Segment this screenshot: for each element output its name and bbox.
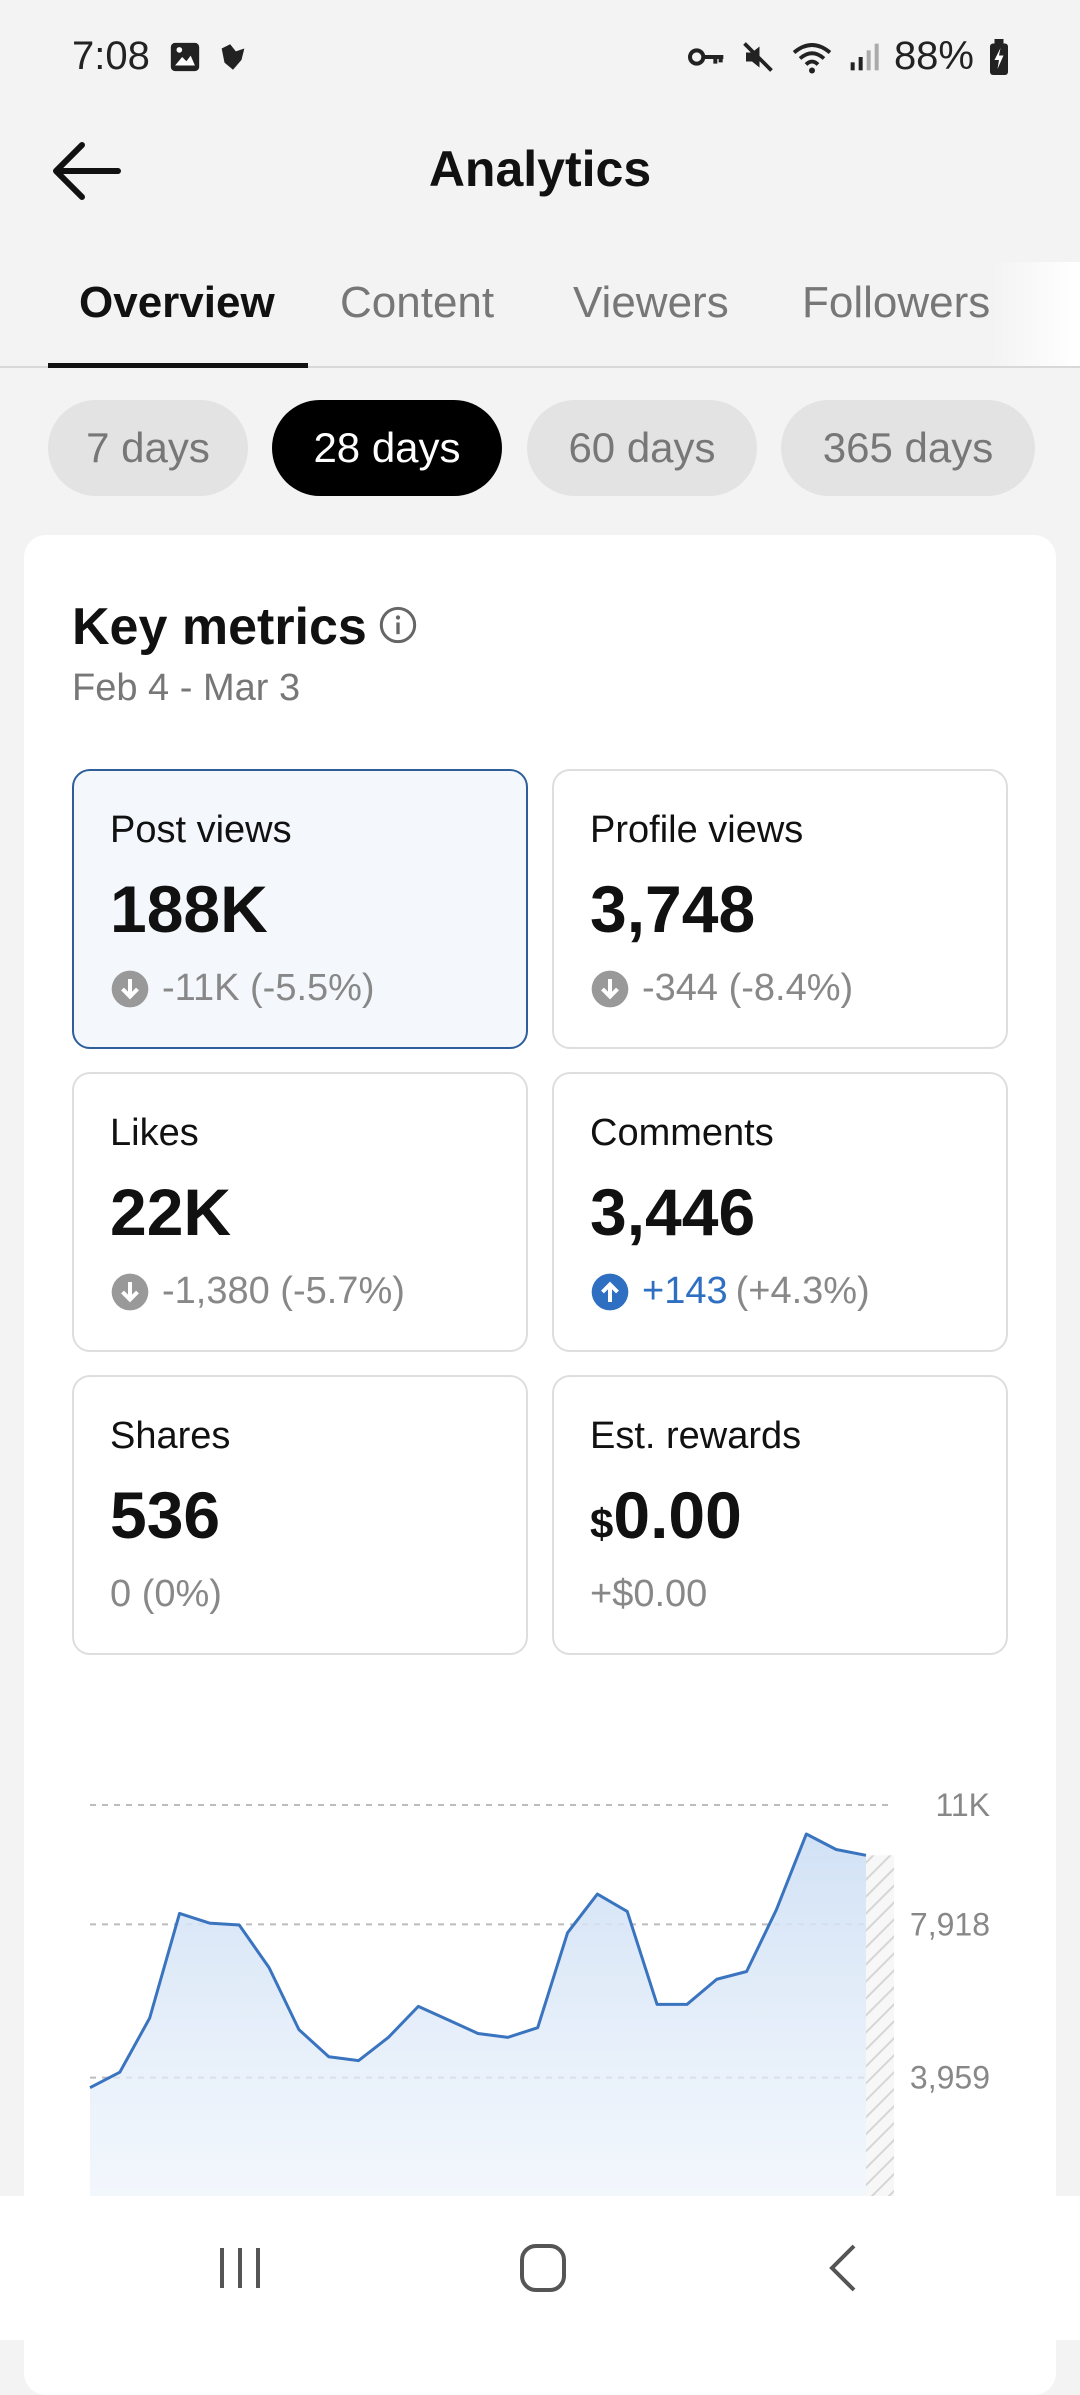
arrow-left-icon — [53, 142, 121, 200]
chart-point — [177, 1910, 183, 1916]
system-nav-bar — [0, 2196, 1080, 2340]
metric-comments[interactable]: Comments 3,446 +143 (+4.3%) — [552, 1072, 1008, 1352]
metric-value: 3,748 — [590, 872, 756, 946]
battery-percent: 88% — [893, 34, 974, 78]
metric-est-rewards[interactable]: Est. rewards $0.00 +$0.00 — [552, 1375, 1008, 1655]
metric-shares[interactable]: Shares 536 0 (0%) — [72, 1375, 528, 1655]
chart-point — [236, 1922, 242, 1928]
y-tick-label: 3,959 — [910, 2060, 990, 2096]
chart-point — [714, 1976, 720, 1982]
page-title: Analytics — [428, 141, 652, 197]
arrow-down-circle-icon — [111, 970, 149, 1007]
vpn-key-icon — [687, 47, 724, 66]
chart-point — [87, 2085, 93, 2091]
metric-label: Likes — [110, 1112, 199, 1154]
tab-overflow-fade — [990, 262, 1080, 366]
metric-label: Profile views — [590, 809, 804, 851]
period-selector: 7 days 28 days 60 days 365 days — [0, 400, 1080, 500]
chart-point — [565, 1930, 571, 1936]
chart-point — [356, 2058, 362, 2064]
metric-value: 536 — [110, 1478, 221, 1552]
app-header: Analytics — [0, 110, 1080, 230]
mute-icon — [743, 41, 773, 72]
metric-value: $0.00 — [590, 1477, 742, 1553]
chart-point — [445, 2017, 451, 2023]
metric-change: 0 (0%) — [110, 1573, 222, 1615]
chart-point — [535, 2025, 541, 2031]
back-nav-icon[interactable] — [806, 2236, 886, 2300]
chart-point — [206, 1920, 212, 1926]
metric-amount: 0.00 — [613, 1478, 742, 1552]
chart-point — [326, 2054, 332, 2060]
wifi-icon — [792, 42, 832, 73]
chart-point — [475, 2030, 481, 2036]
key-metrics-title: Key metrics — [72, 598, 367, 656]
status-time: 7:08 — [72, 34, 150, 78]
chart-point — [594, 1891, 600, 1897]
metric-profile-views[interactable]: Profile views 3,748 -344 (-8.4%) — [552, 769, 1008, 1049]
info-icon[interactable] — [378, 605, 418, 645]
arrow-down-circle-icon — [591, 970, 629, 1007]
metric-change: -1,380 (-5.7%) — [162, 1270, 405, 1312]
metric-value: 3,446 — [590, 1175, 756, 1249]
y-tick-label: 7,918 — [910, 1906, 990, 1942]
metric-change-value: +143 — [642, 1270, 728, 1312]
chart-point — [863, 1852, 869, 1858]
chart-area-fill — [90, 1834, 866, 2231]
metric-likes[interactable]: Likes 22K -1,380 (-5.7%) — [72, 1072, 528, 1352]
status-bar: 7:08 88% — [0, 0, 1080, 110]
tab-bar: Overview Content Viewers Followers — [0, 262, 1080, 368]
metric-label: Shares — [110, 1415, 231, 1457]
chart-point — [654, 2001, 660, 2007]
chart-incomplete-period — [866, 1855, 894, 2231]
metric-value: 22K — [110, 1175, 232, 1249]
y-tick-label: 11K — [935, 1787, 990, 1823]
period-365-days[interactable]: 365 days — [781, 400, 1035, 496]
metric-change-percent: (+4.3%) — [735, 1270, 870, 1312]
period-28-days[interactable]: 28 days — [272, 400, 502, 496]
metric-label: Post views — [110, 809, 292, 851]
signal-icon — [850, 43, 879, 70]
chart-point — [117, 2069, 123, 2075]
chart-point — [744, 1969, 750, 1975]
chart-point — [296, 2027, 302, 2033]
battery-charging-icon — [990, 38, 1008, 75]
chart-point — [803, 1831, 809, 1837]
chart-series-line — [89, 1832, 867, 2090]
period-60-days[interactable]: 60 days — [527, 400, 757, 496]
active-tab-indicator — [48, 363, 308, 368]
tab-overview[interactable]: Overview — [79, 278, 275, 327]
metric-label: Comments — [590, 1112, 774, 1154]
chart-point — [147, 2015, 153, 2021]
chart-point — [385, 2034, 391, 2040]
chart-point — [773, 1907, 779, 1913]
post-views-chart: 11K 7,918 3,959 — [87, 1787, 990, 2232]
tab-followers[interactable]: Followers — [802, 278, 991, 327]
app-notification-icon — [221, 44, 245, 70]
home-icon[interactable] — [502, 2236, 582, 2300]
back-button[interactable] — [48, 136, 128, 206]
tab-viewers[interactable]: Viewers — [573, 278, 729, 327]
metric-change: -344 (-8.4%) — [642, 967, 854, 1009]
chart-point — [505, 2034, 511, 2040]
key-metrics-card: Key metrics Feb 4 - Mar 3 Post views 188… — [24, 535, 1056, 2395]
metric-post-views[interactable]: Post views 188K -11K (-5.5%) — [72, 769, 528, 1049]
arrow-down-circle-icon — [111, 1273, 149, 1310]
chart-point — [624, 1908, 630, 1914]
recent-apps-icon[interactable] — [200, 2236, 280, 2300]
metric-label: Est. rewards — [590, 1415, 802, 1457]
chart-point — [415, 2003, 421, 2009]
metric-change: -11K (-5.5%) — [162, 967, 375, 1009]
gallery-icon — [170, 42, 200, 72]
chart-point — [266, 1965, 272, 1971]
arrow-up-circle-icon — [591, 1273, 629, 1310]
date-range: Feb 4 - Mar 3 — [72, 667, 301, 709]
period-7-days[interactable]: 7 days — [48, 400, 248, 496]
metric-value: 188K — [110, 872, 268, 946]
tab-content[interactable]: Content — [340, 278, 495, 327]
currency-symbol: $ — [590, 1500, 614, 1547]
chart-point — [833, 1847, 839, 1853]
chart-point — [684, 2001, 690, 2007]
metric-change: +$0.00 — [590, 1573, 708, 1615]
